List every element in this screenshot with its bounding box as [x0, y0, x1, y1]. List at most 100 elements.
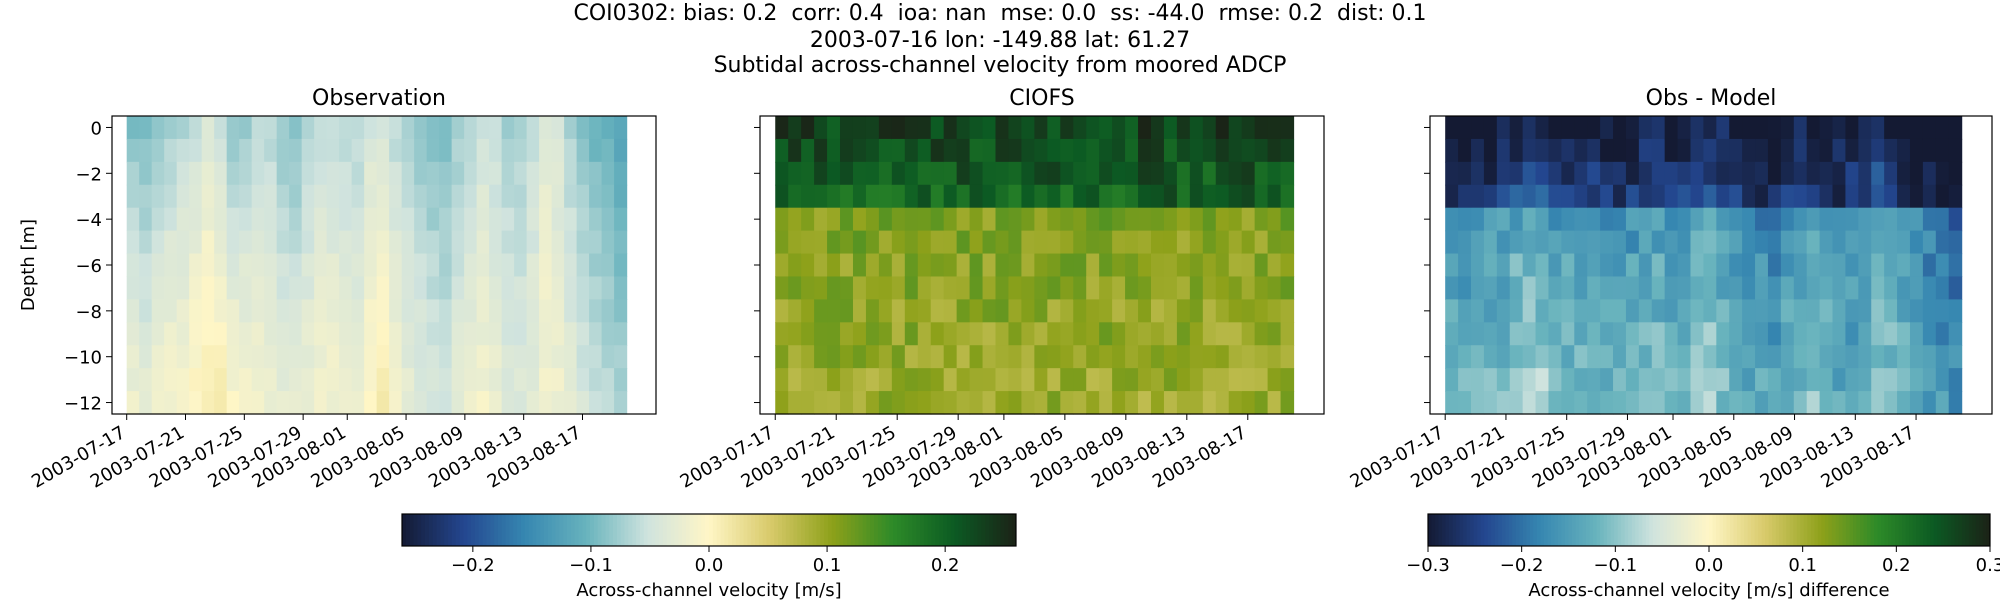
heatmap-cell: [1793, 230, 1808, 255]
colorbar-segment: [1716, 514, 1721, 546]
colorbar-segment: [1659, 514, 1664, 546]
heatmap-cell: [1215, 138, 1230, 163]
colorbar-segment: [547, 514, 553, 546]
heatmap-cell: [1099, 138, 1113, 163]
heatmap-cell: [1021, 345, 1035, 369]
heatmap-cell: [1561, 161, 1575, 186]
heatmap-cell: [1845, 138, 1859, 163]
colorbar-segment: [762, 514, 768, 546]
colorbar-segment: [1635, 514, 1640, 546]
heatmap-cell: [1496, 253, 1511, 278]
colorbar-segment: [1744, 514, 1749, 546]
heatmap-cell: [426, 207, 440, 232]
heatmap-cell: [788, 184, 802, 209]
heatmap-cell: [1548, 230, 1562, 255]
heatmap-cell: [1176, 138, 1191, 163]
heatmap-cell: [1535, 230, 1550, 255]
colorbar-segment: [1789, 514, 1794, 546]
heatmap-cell: [788, 345, 802, 369]
heatmap-cell: [1690, 184, 1704, 209]
heatmap-cell: [917, 253, 932, 278]
colorbar-segment: [735, 514, 741, 546]
colorbar-segment: [651, 514, 656, 546]
heatmap-cell: [526, 138, 540, 163]
heatmap-cell: [426, 253, 440, 278]
heatmap-cell: [214, 276, 228, 300]
colorbar-segment: [1705, 514, 1710, 546]
heatmap-cell: [201, 345, 215, 369]
heatmap-cell: [351, 116, 365, 140]
heatmap-cell: [852, 276, 867, 300]
heatmap-cell: [164, 391, 178, 415]
heatmap-cell: [189, 116, 203, 140]
heatmap-cell: [576, 138, 590, 163]
heatmap-cell: [904, 253, 919, 278]
heatmap-cell: [389, 276, 403, 300]
heatmap-cell: [775, 161, 789, 186]
colorbar-segment: [1000, 514, 1005, 546]
heatmap-cell: [775, 368, 789, 392]
heatmap-cell: [1793, 368, 1808, 392]
heatmap-cell: [414, 345, 428, 369]
heatmap-cell: [1755, 276, 1769, 300]
heatmap-cell: [956, 207, 971, 232]
colorbar-segment: [1803, 514, 1808, 546]
heatmap-cell: [1561, 391, 1575, 415]
heatmap-cell: [151, 345, 165, 369]
heatmap-cell: [314, 161, 328, 186]
heatmap-cell: [1613, 161, 1627, 186]
heatmap-cell: [614, 276, 628, 300]
colorbar-segment: [517, 514, 522, 546]
heatmap-cell: [1664, 322, 1679, 346]
colorbar-segment: [497, 514, 503, 546]
heatmap-cell: [151, 299, 165, 323]
colorbar-segment: [1775, 514, 1780, 546]
heatmap-cell: [576, 116, 590, 140]
heatmap-cell: [969, 276, 984, 300]
heatmap-cell: [1125, 138, 1139, 163]
colorbar-segment: [1723, 514, 1728, 546]
colorbar-segment: [1586, 514, 1591, 546]
heatmap-cell: [1099, 345, 1113, 369]
heatmap-cell: [878, 345, 893, 369]
heatmap-cell: [1703, 299, 1717, 323]
colorbar-segment: [1526, 514, 1531, 546]
heatmap-cell: [1922, 253, 1937, 278]
heatmap-cell: [891, 276, 906, 300]
heatmap-cell: [1600, 368, 1614, 392]
heatmap-cell: [865, 116, 880, 140]
heatmap-cell: [251, 253, 265, 278]
heatmap-cell: [943, 322, 958, 346]
heatmap-cell: [614, 345, 628, 369]
colorbar-segment: [739, 514, 745, 546]
heatmap-cell: [514, 138, 528, 163]
heatmap-cell: [1280, 184, 1295, 209]
heatmap-cell: [1060, 368, 1074, 392]
heatmap-cell: [1780, 368, 1795, 392]
heatmap-cell: [1935, 253, 1950, 278]
heatmap-cell: [1703, 184, 1717, 209]
heatmap-cell: [1163, 368, 1178, 392]
heatmap-cell: [1638, 184, 1653, 209]
heatmap-cell: [1613, 116, 1627, 140]
heatmap-cell: [151, 253, 165, 278]
heatmap-cell: [314, 184, 328, 209]
heatmap-cell: [1651, 276, 1666, 300]
colorbar-segment: [1817, 514, 1822, 546]
colorbar-segment: [962, 514, 967, 546]
heatmap-cell: [314, 322, 328, 346]
heatmap-cell: [814, 322, 828, 346]
heatmap-cell: [1125, 116, 1139, 140]
colorbar-segment: [659, 514, 664, 546]
colorbar-segment: [486, 514, 491, 546]
heatmap-cell: [1625, 138, 1640, 163]
heatmap-cell: [501, 230, 515, 255]
heatmap-cell: [414, 322, 428, 346]
colorbar-segment: [824, 514, 829, 546]
heatmap-cell: [1561, 253, 1575, 278]
colorbar-segment: [774, 514, 779, 546]
heatmap-cell: [126, 299, 140, 323]
heatmap-cell: [1073, 116, 1087, 140]
colorbar-segment: [1916, 514, 1921, 546]
heatmap-cell: [1871, 276, 1885, 300]
